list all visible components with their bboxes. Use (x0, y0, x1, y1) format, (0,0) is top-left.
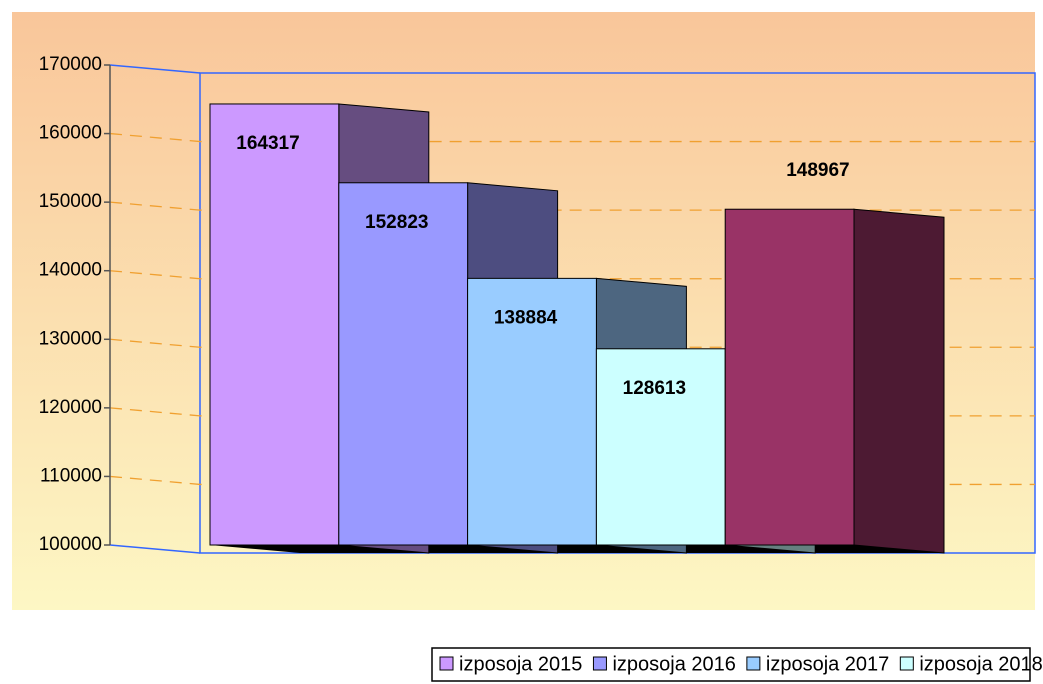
bar (467, 277, 597, 546)
y-tick-label: 170000 (39, 54, 102, 75)
legend-label: izposoja 2015 (459, 653, 582, 675)
value-label: 152823 (365, 212, 428, 233)
legend (431, 647, 1031, 682)
legend-swatch (439, 656, 454, 671)
value-label: 164317 (236, 133, 299, 154)
legend-swatch (899, 656, 914, 671)
legend-label: izposoja 2018 (919, 653, 1042, 675)
bar (724, 208, 855, 546)
y-tick-label: 120000 (39, 397, 102, 418)
bar (595, 348, 726, 546)
wall-edge (109, 64, 201, 74)
legend-swatch (592, 656, 607, 671)
y-tick-label: 160000 (39, 123, 102, 144)
y-tick-label: 110000 (40, 465, 102, 486)
y-tick-label: 150000 (39, 191, 102, 212)
bar (209, 103, 340, 546)
bar (338, 182, 469, 546)
legend-swatch (746, 656, 761, 671)
grid-line (109, 132, 1035, 143)
y-tick-label: 130000 (39, 328, 102, 349)
bar-side (853, 208, 945, 554)
floor-shadow (210, 545, 944, 553)
y-tick-label: 100000 (39, 534, 102, 555)
y-tick-label: 140000 (39, 260, 102, 281)
value-label: 138884 (494, 307, 558, 328)
wall-edge (109, 544, 201, 554)
value-label: 148967 (786, 160, 849, 181)
legend-label: izposoja 2016 (612, 653, 735, 675)
value-label: 128613 (623, 378, 686, 399)
legend-label: izposoja 2017 (766, 653, 889, 675)
